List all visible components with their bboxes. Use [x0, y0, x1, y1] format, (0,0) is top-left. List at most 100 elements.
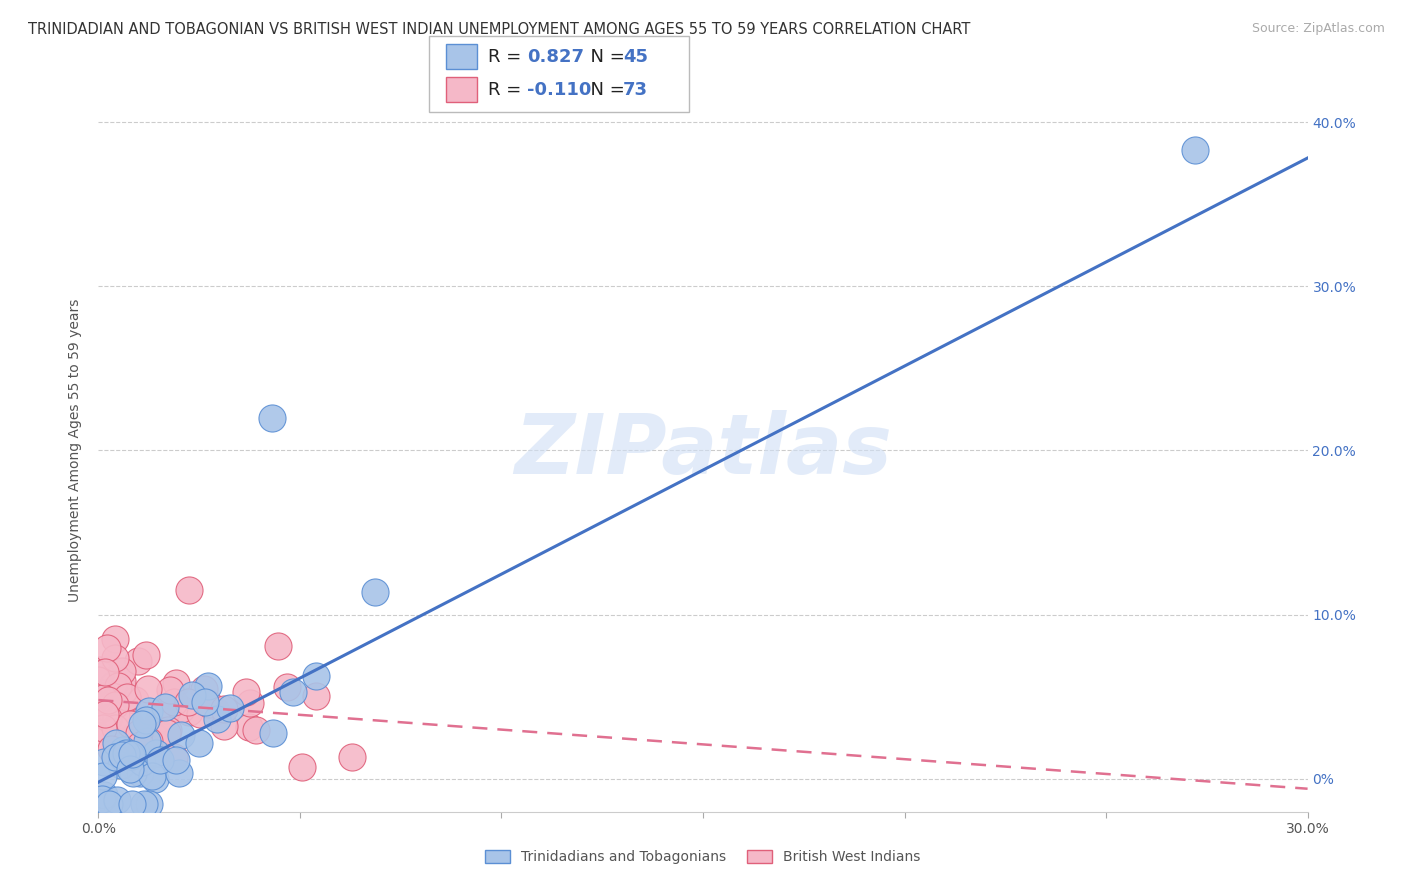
- Point: [104, 721, 127, 735]
- Point: [143, 772, 166, 786]
- Point: [212, 719, 235, 733]
- Text: TRINIDADIAN AND TOBAGONIAN VS BRITISH WEST INDIAN UNEMPLOYMENT AMONG AGES 55 TO : TRINIDADIAN AND TOBAGONIAN VS BRITISH WE…: [28, 22, 970, 37]
- Point: [219, 700, 242, 714]
- Point: [104, 632, 127, 647]
- Point: [87, 691, 110, 706]
- Text: -0.110: -0.110: [527, 81, 592, 99]
- Point: [238, 720, 260, 734]
- Point: [121, 747, 143, 761]
- Point: [108, 740, 131, 755]
- Point: [105, 721, 128, 735]
- Point: [197, 679, 219, 693]
- Point: [91, 698, 114, 713]
- Point: [134, 797, 156, 811]
- Point: [107, 793, 129, 807]
- Point: [149, 753, 172, 767]
- Point: [131, 717, 153, 731]
- Point: [167, 766, 190, 780]
- Point: [245, 723, 267, 737]
- Point: [163, 695, 186, 709]
- Point: [145, 747, 167, 761]
- Point: [152, 724, 174, 739]
- Point: [135, 648, 157, 662]
- Point: [143, 736, 166, 750]
- Text: N =: N =: [579, 48, 631, 66]
- Point: [165, 675, 187, 690]
- Point: [153, 699, 176, 714]
- Point: [159, 682, 181, 697]
- Point: [124, 730, 146, 744]
- Point: [134, 713, 156, 727]
- Point: [188, 736, 211, 750]
- Point: [170, 729, 193, 743]
- Point: [1184, 143, 1206, 157]
- Point: [111, 664, 134, 678]
- Point: [131, 730, 153, 744]
- Point: [364, 585, 387, 599]
- Point: [177, 705, 200, 719]
- Point: [107, 680, 129, 694]
- Point: [267, 640, 290, 654]
- Point: [262, 726, 284, 740]
- Point: [177, 695, 200, 709]
- Point: [114, 746, 136, 760]
- Point: [193, 681, 215, 696]
- Point: [136, 681, 159, 696]
- Point: [104, 750, 127, 764]
- Point: [111, 673, 134, 688]
- Point: [115, 690, 138, 705]
- Point: [121, 797, 143, 811]
- Point: [136, 734, 159, 748]
- Point: [100, 742, 122, 756]
- Point: [114, 741, 136, 756]
- Point: [97, 711, 120, 725]
- Point: [156, 725, 179, 739]
- Point: [121, 749, 143, 764]
- Point: [96, 641, 118, 656]
- Point: [94, 707, 117, 722]
- Point: [104, 743, 127, 757]
- Point: [143, 730, 166, 744]
- Point: [122, 765, 145, 780]
- Point: [129, 738, 152, 752]
- Point: [97, 797, 120, 811]
- Point: [131, 755, 153, 769]
- Point: [118, 717, 141, 731]
- Point: [104, 736, 127, 750]
- Text: ZIPatlas: ZIPatlas: [515, 410, 891, 491]
- Text: R =: R =: [488, 48, 527, 66]
- Point: [93, 788, 115, 802]
- Point: [305, 690, 328, 704]
- Point: [148, 712, 170, 726]
- Point: [93, 756, 115, 770]
- Point: [91, 731, 114, 746]
- Point: [105, 708, 128, 723]
- Point: [111, 747, 134, 762]
- Point: [262, 410, 284, 425]
- Point: [149, 723, 172, 738]
- Point: [305, 669, 328, 683]
- Text: 73: 73: [623, 81, 648, 99]
- Point: [104, 651, 127, 665]
- Point: [112, 683, 135, 698]
- Point: [281, 684, 304, 698]
- Point: [180, 689, 202, 703]
- Point: [97, 692, 120, 706]
- Point: [89, 667, 111, 681]
- Point: [112, 742, 135, 756]
- Point: [104, 698, 127, 713]
- Point: [117, 690, 139, 705]
- Point: [124, 693, 146, 707]
- Point: [141, 768, 163, 782]
- Point: [91, 691, 114, 706]
- Point: [163, 749, 186, 764]
- Point: [93, 665, 115, 679]
- Text: 45: 45: [623, 48, 648, 66]
- Point: [212, 702, 235, 716]
- Point: [90, 702, 112, 716]
- Point: [170, 701, 193, 715]
- Point: [276, 680, 298, 694]
- Text: Source: ZipAtlas.com: Source: ZipAtlas.com: [1251, 22, 1385, 36]
- Point: [129, 766, 152, 780]
- Point: [205, 713, 228, 727]
